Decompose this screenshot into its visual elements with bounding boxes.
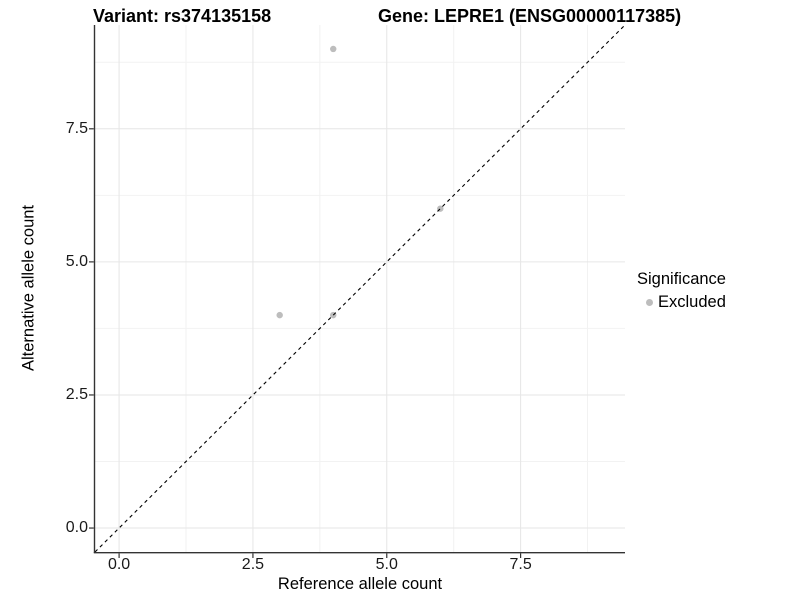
legend: Significance Excluded bbox=[637, 269, 726, 312]
identity-line bbox=[94, 24, 626, 553]
data-point bbox=[276, 311, 283, 319]
y-axis-title: Alternative allele count bbox=[19, 204, 38, 372]
legend-key-dot bbox=[646, 298, 653, 306]
legend-item-label: Excluded bbox=[658, 293, 726, 311]
plot-title-variant: Variant: rs374135158 bbox=[93, 6, 272, 26]
plot-title-gene: Gene: LEPRE1 (ENSG00000117385) bbox=[378, 6, 682, 26]
x-axis-title: Reference allele count bbox=[277, 575, 443, 593]
legend-item-excluded: Excluded bbox=[637, 292, 726, 312]
data-point bbox=[330, 45, 337, 53]
legend-title: Significance bbox=[637, 270, 726, 288]
